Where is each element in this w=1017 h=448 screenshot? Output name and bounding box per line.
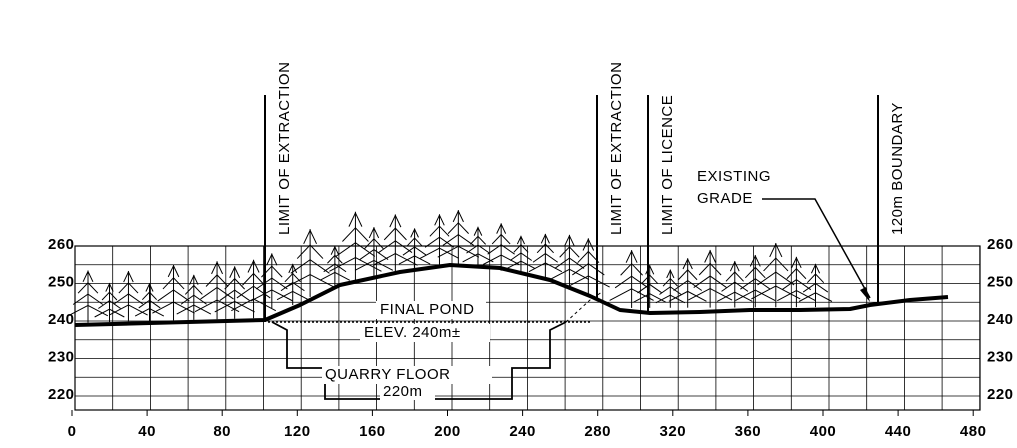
- limit-label: 120m BOUNDARY: [889, 102, 906, 235]
- y-tick-label: 220: [987, 386, 1014, 403]
- x-tick-label: 80: [213, 423, 231, 440]
- leader: [762, 198, 871, 299]
- trees: [67, 209, 833, 323]
- y-tick-label: 230: [987, 348, 1014, 365]
- ground-profile: [74, 263, 949, 327]
- x-tick-label: 480: [960, 423, 987, 440]
- x-tick-label: 40: [138, 423, 156, 440]
- x-tick-label: 400: [810, 423, 837, 440]
- x-tick-label: 360: [735, 423, 762, 440]
- grid: [74, 245, 981, 411]
- pond-label: ELEV. 240m±: [364, 324, 461, 341]
- x-tick-label: 240: [509, 423, 536, 440]
- y-tick-label: 220: [48, 386, 75, 403]
- label-bg: [376, 301, 486, 319]
- y-tick-label: 260: [48, 236, 75, 253]
- x-tick-label: 160: [359, 423, 386, 440]
- pond-label: FINAL POND: [380, 301, 474, 318]
- existing-grade-label: GRADE: [697, 190, 753, 207]
- x-tick-label: 120: [284, 423, 311, 440]
- x-tick-label: 440: [885, 423, 912, 440]
- label-bg: [360, 324, 490, 342]
- floor-label: 220m: [383, 383, 423, 400]
- slope: [565, 291, 603, 323]
- y-tick-label: 260: [987, 236, 1014, 253]
- floor-label: QUARRY FLOOR: [325, 366, 450, 383]
- limit-label: LIMIT OF EXTRACTION: [608, 62, 625, 235]
- x-tick-label: 200: [434, 423, 461, 440]
- y-tick-label: 250: [987, 273, 1014, 290]
- arrow-head: [860, 287, 870, 302]
- x-tick-label: 280: [584, 423, 611, 440]
- x-tick-label: 0: [68, 423, 77, 440]
- y-tick-label: 240: [48, 311, 75, 328]
- x-tick-label: 320: [660, 423, 687, 440]
- limit-label: LIMIT OF LICENCE: [659, 95, 676, 235]
- existing-grade-label: EXISTING: [697, 168, 771, 185]
- label-bg: [380, 384, 435, 400]
- y-tick-label: 230: [48, 348, 75, 365]
- y-tick-label: 240: [987, 311, 1014, 328]
- label-bg: [322, 366, 492, 384]
- limit-label: LIMIT OF EXTRACTION: [276, 62, 293, 235]
- y-tick-label: 250: [48, 273, 75, 290]
- frame: [74, 245, 981, 411]
